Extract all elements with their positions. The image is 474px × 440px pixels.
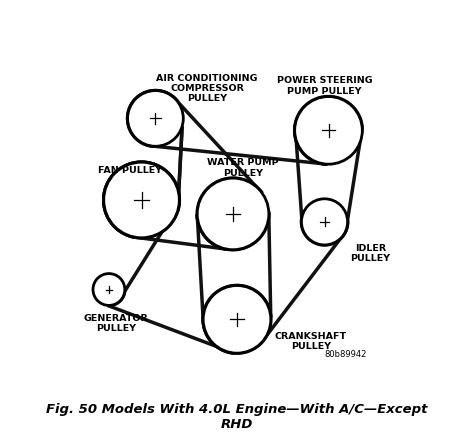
- Circle shape: [197, 178, 269, 250]
- Text: FAN PULLEY: FAN PULLEY: [98, 165, 162, 175]
- Circle shape: [295, 96, 362, 164]
- Circle shape: [301, 199, 347, 245]
- Circle shape: [128, 91, 183, 146]
- Text: AIR CONDITIONING
COMPRESSOR
PULLEY: AIR CONDITIONING COMPRESSOR PULLEY: [156, 73, 258, 103]
- Text: WATER PUMP
PULLEY: WATER PUMP PULLEY: [207, 158, 279, 178]
- Text: IDLER
PULLEY: IDLER PULLEY: [350, 244, 391, 264]
- Text: GENERATOR
PULLEY: GENERATOR PULLEY: [83, 314, 148, 333]
- Text: CRANKSHAFT
PULLEY: CRANKSHAFT PULLEY: [275, 331, 347, 351]
- Text: Fig. 50 Models With 4.0L Engine—With A/C—Except
RHD: Fig. 50 Models With 4.0L Engine—With A/C…: [46, 403, 428, 431]
- Text: POWER STEERING
PUMP PULLEY: POWER STEERING PUMP PULLEY: [277, 76, 373, 95]
- Text: 80b89942: 80b89942: [324, 350, 366, 359]
- Circle shape: [93, 274, 125, 305]
- Circle shape: [203, 286, 271, 353]
- Circle shape: [104, 162, 179, 238]
